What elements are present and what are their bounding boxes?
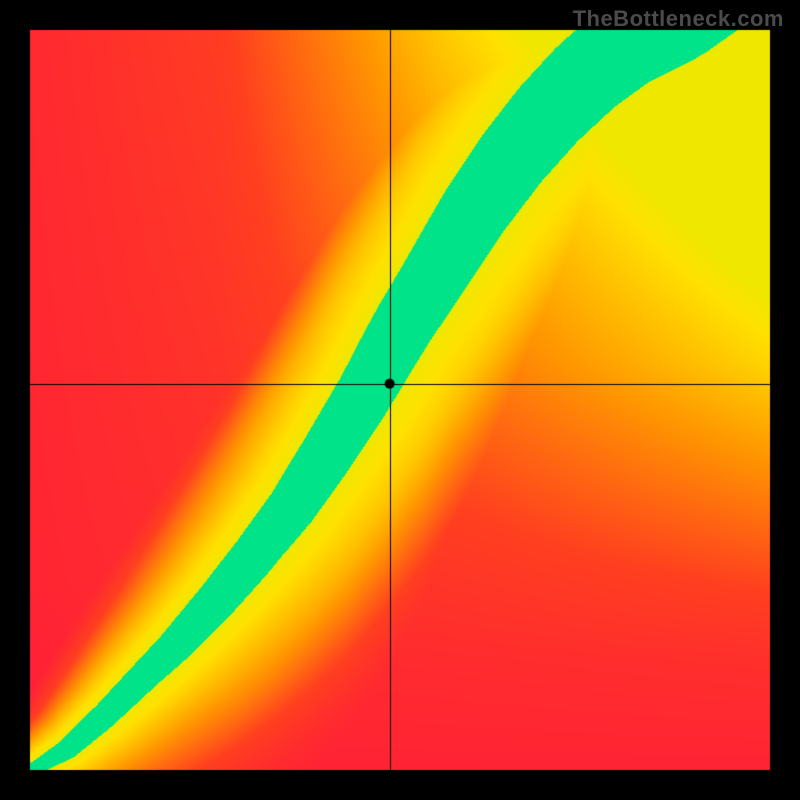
watermark-text: TheBottleneck.com xyxy=(573,6,784,32)
chart-frame: { "watermark": { "text": "TheBottleneck.… xyxy=(0,0,800,800)
bottleneck-heatmap xyxy=(0,0,800,800)
